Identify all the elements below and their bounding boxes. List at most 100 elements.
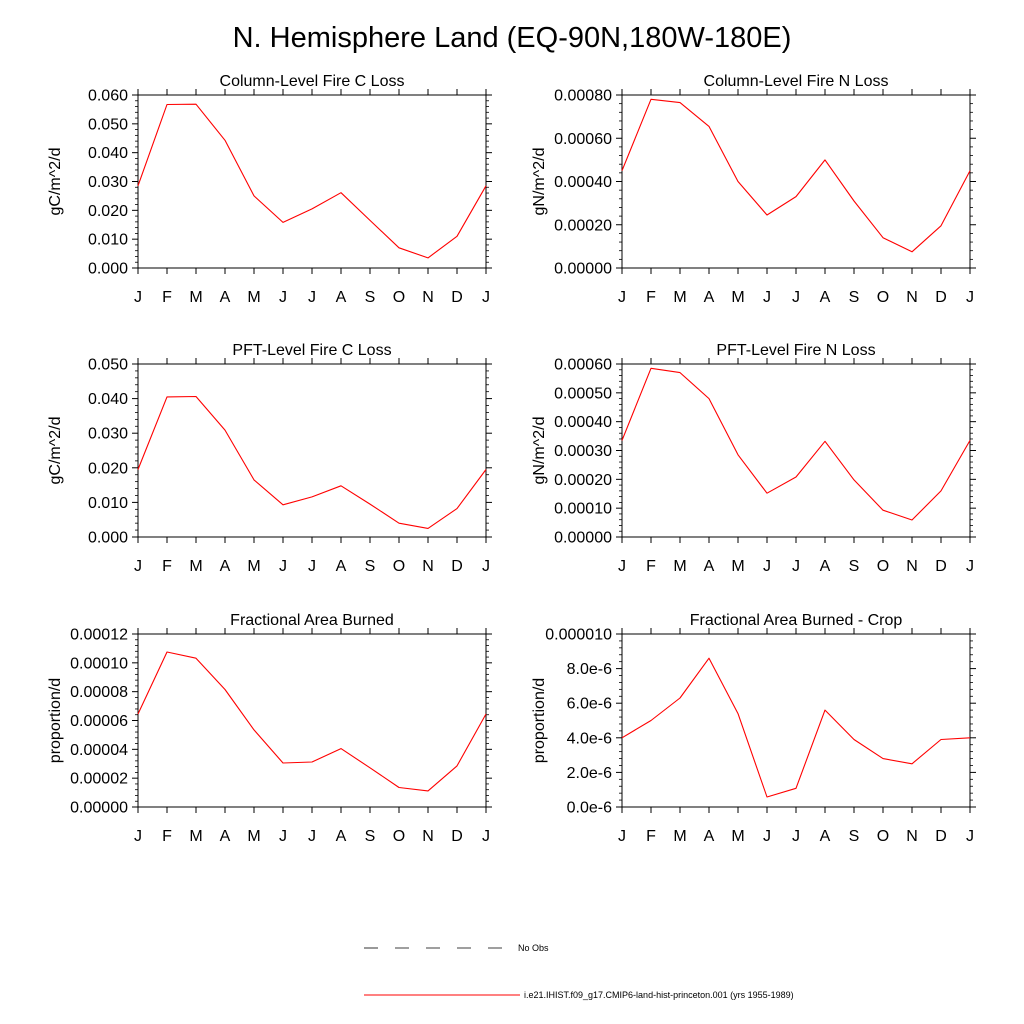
x-tick-label: A [336,289,347,306]
x-tick-label: D [451,558,463,575]
x-tick-label: J [279,558,287,575]
x-tick-label: J [308,558,316,575]
y-axis-label: proportion/d [47,678,64,763]
y-tick-label: 6.0e-6 [567,696,612,713]
x-tick-label: O [877,828,889,845]
y-tick-label: 0.00008 [70,684,128,701]
y-axis-label: gC/m^2/d [47,417,64,485]
x-tick-label: J [618,828,626,845]
x-tick-label: O [393,828,405,845]
y-tick-label: 8.0e-6 [567,661,612,678]
x-tick-label: O [877,289,889,306]
y-tick-label: 0.00050 [554,385,612,402]
x-tick-label: S [365,828,376,845]
y-axis-label: gN/m^2/d [531,417,548,485]
x-tick-label: J [792,828,800,845]
x-tick-label: A [336,558,347,575]
y-tick-label: 0.030 [88,174,128,191]
x-tick-label: M [731,828,744,845]
chart-title: Fractional Area Burned - Crop [690,612,903,629]
chart-panel-1: Column-Level Fire C Loss gC/m^2/d 0.000 0.0… [47,73,492,306]
y-tick-label: 0.00040 [554,414,612,431]
chart-panel-4: PFT-Level Fire N Loss gN/m^2/d 0.00000 0.00… [531,342,976,575]
y-tick-label: 0.00012 [70,627,128,644]
x-tick-label: J [279,828,287,845]
x-tick-label: N [422,558,434,575]
x-tick-label: M [673,289,686,306]
y-axis-label: gN/m^2/d [531,148,548,216]
y-tick-label: 0.010 [88,495,128,512]
x-tick-label: A [820,828,831,845]
y-tick-label: 0.00030 [554,443,612,460]
x-tick-label: M [673,828,686,845]
plot-frame [621,363,971,538]
y-tick-label: 0.050 [88,357,128,374]
y-tick-label: 0.020 [88,460,128,477]
plot-frame [137,363,487,538]
y-tick-label: 0.00000 [554,530,612,547]
y-tick-label: 0.010 [88,232,128,249]
x-tick-label: J [134,289,142,306]
x-tick-label: F [646,558,656,575]
y-axis-label: proportion/d [531,678,548,763]
x-tick-label: M [247,558,260,575]
x-tick-label: J [966,828,974,845]
y-tick-label: 0.030 [88,426,128,443]
x-tick-label: J [792,558,800,575]
x-tick-label: M [189,558,202,575]
y-tick-label: 0.00080 [554,88,612,105]
chart-panel-6: Fractional Area Burned - Crop proportion/… [531,612,976,845]
x-tick-label: J [308,289,316,306]
x-tick-label: D [935,558,947,575]
series-line [621,657,971,798]
legend-item-obs: No Obs [364,942,549,954]
y-tick-label: 0.00002 [70,771,128,788]
y-tick-label: 0.00020 [554,472,612,489]
x-tick-label: F [646,289,656,306]
y-tick-label: 0.000 [88,261,128,278]
series-line [621,98,971,253]
x-tick-label: M [247,289,260,306]
legend-item-model: i.e21.IHIST.f09_g17.CMIP6-land-hist-prin… [364,989,794,1001]
x-tick-label: A [820,558,831,575]
x-tick-label: D [451,289,463,306]
y-tick-label: 0.00020 [554,217,612,234]
x-tick-label: S [849,289,860,306]
x-tick-label: N [422,828,434,845]
chart-panel-2: Column-Level Fire N Loss gN/m^2/d 0.00000 0… [531,73,976,306]
x-tick-label: J [792,289,800,306]
x-tick-label: S [849,558,860,575]
x-tick-label: J [966,289,974,306]
x-tick-label: A [704,828,715,845]
x-tick-label: M [247,828,260,845]
legend-label-obs: No Obs [518,943,549,953]
x-tick-label: N [422,289,434,306]
x-tick-label: J [763,828,771,845]
x-tick-label: J [763,558,771,575]
x-tick-label: A [704,289,715,306]
x-tick-label: M [731,558,744,575]
y-tick-label: 0.0e-6 [567,800,612,817]
y-tick-label: 0.060 [88,88,128,105]
x-tick-label: O [393,289,405,306]
y-tick-label: 0.00040 [554,174,612,191]
x-tick-label: J [482,558,490,575]
x-tick-label: J [308,828,316,845]
y-tick-label: 0.020 [88,203,128,220]
x-tick-label: M [673,558,686,575]
x-tick-label: A [820,289,831,306]
chart-title: Column-Level Fire N Loss [704,73,889,90]
x-tick-label: N [906,828,918,845]
x-tick-label: F [162,828,172,845]
series-line [137,395,487,529]
x-tick-label: J [763,289,771,306]
x-tick-label: M [731,289,744,306]
y-tick-label: 2.0e-6 [567,765,612,782]
x-tick-label: N [906,289,918,306]
x-tick-label: A [220,558,231,575]
x-tick-label: J [966,558,974,575]
legend-label-model: i.e21.IHIST.f09_g17.CMIP6-land-hist-prin… [524,990,794,1000]
x-tick-label: A [336,828,347,845]
plot-frame [137,94,487,269]
